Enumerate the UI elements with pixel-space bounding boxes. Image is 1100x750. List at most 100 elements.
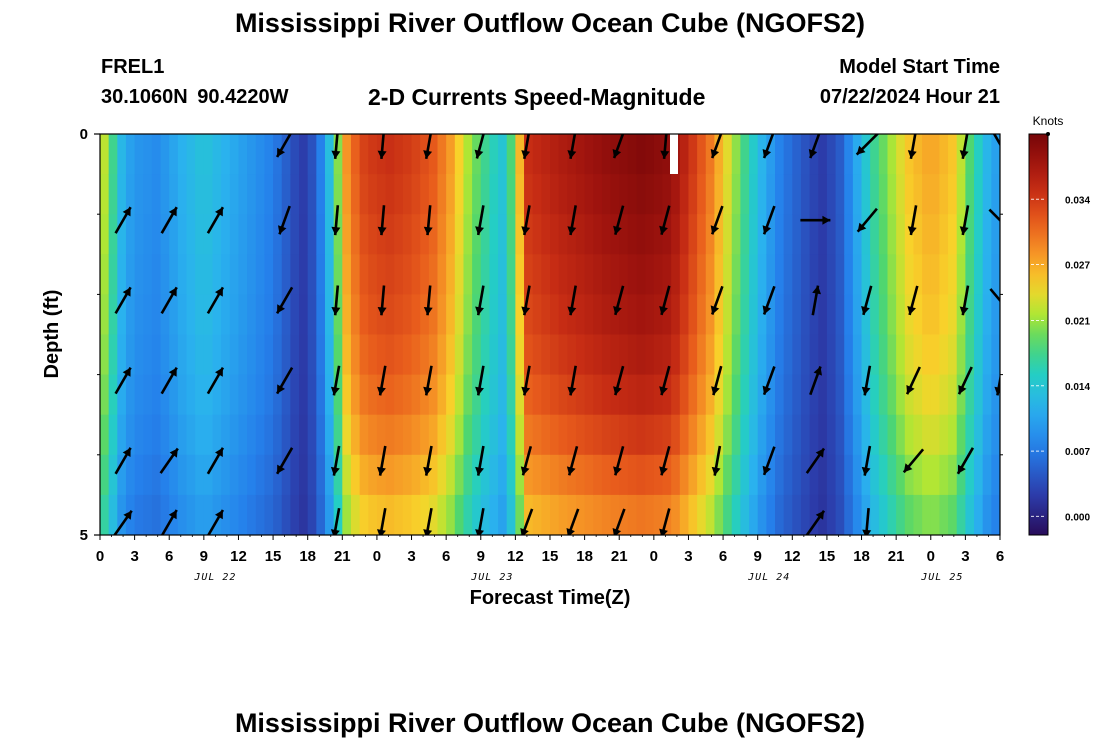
heatmap-cell xyxy=(965,214,975,255)
heatmap-cell xyxy=(653,494,664,535)
heatmap-cell xyxy=(489,494,499,535)
current-vector xyxy=(330,365,341,396)
heatmap-cell xyxy=(454,374,465,416)
heatmap-cell xyxy=(878,254,889,295)
heatmap-cell xyxy=(411,494,421,535)
colorbar xyxy=(1028,133,1049,536)
heatmap-cell xyxy=(991,174,1000,215)
heatmap-cell xyxy=(913,494,923,535)
heatmap-cell xyxy=(783,494,793,535)
current-vector xyxy=(762,285,776,315)
heatmap-cell xyxy=(532,494,542,535)
heatmap-cell xyxy=(731,294,741,336)
heatmap-cell xyxy=(160,454,170,496)
heatmap-cell xyxy=(645,214,655,255)
heatmap-cell xyxy=(299,454,309,496)
heatmap-cell xyxy=(359,254,369,295)
heatmap-cell xyxy=(212,334,222,376)
heatmap-cell xyxy=(619,294,629,336)
heatmap-cell xyxy=(108,294,118,336)
heatmap-cell xyxy=(896,294,906,336)
heatmap-cell xyxy=(965,494,975,535)
heatmap-cell xyxy=(100,334,110,376)
heatmap-cell xyxy=(956,254,966,295)
x-tick-label: 9 xyxy=(477,548,485,565)
heatmap-cell xyxy=(800,214,811,255)
heatmap-cell xyxy=(411,174,421,215)
x-tick-label: 15 xyxy=(819,548,836,565)
heatmap-cell xyxy=(177,134,188,175)
heatmap-cell xyxy=(472,334,482,376)
colorbar-tick-label: 0.000 xyxy=(1065,512,1090,523)
heatmap-cell xyxy=(982,374,992,416)
heatmap-cell xyxy=(100,494,110,535)
heatmap-cell xyxy=(645,334,655,376)
heatmap-cell xyxy=(368,134,378,175)
heatmap-cell xyxy=(844,294,854,336)
heatmap-cell xyxy=(567,214,577,255)
heatmap-cell xyxy=(255,454,266,496)
heatmap-cell xyxy=(619,174,629,215)
chart-title: Mississippi River Outflow Ocean Cube (NG… xyxy=(234,8,866,38)
heatmap-cell xyxy=(446,294,456,336)
heatmap-cell xyxy=(948,334,958,376)
heatmap-cell xyxy=(385,174,395,215)
heatmap-cell xyxy=(437,374,447,416)
heatmap-cell xyxy=(195,174,205,215)
heatmap-cell xyxy=(316,494,326,535)
heatmap-cell xyxy=(653,134,664,175)
heatmap-cell xyxy=(688,174,698,215)
x-tick-label: 18 xyxy=(576,548,593,565)
heatmap-cell xyxy=(697,494,707,535)
heatmap-cell xyxy=(662,414,672,456)
heatmap-cell xyxy=(463,414,473,456)
heatmap-cell xyxy=(281,134,291,175)
heatmap-cell xyxy=(143,334,153,376)
current-vector xyxy=(113,509,133,535)
heatmap-cell xyxy=(264,414,274,456)
heatmap-cell xyxy=(472,494,482,535)
heatmap-cell xyxy=(870,174,880,215)
heatmap-cell xyxy=(705,214,716,255)
current-vector xyxy=(520,508,534,535)
current-vector xyxy=(861,365,872,396)
heatmap-cell xyxy=(757,134,767,175)
chart-subtitle: 2-D Currents Speed-Magnitude xyxy=(368,84,706,110)
heatmap-cell xyxy=(679,454,690,496)
current-vector xyxy=(377,445,387,476)
heatmap-cell xyxy=(688,254,698,295)
heatmap-cell xyxy=(593,414,603,456)
heatmap-cell xyxy=(991,414,1000,456)
heatmap-cell xyxy=(195,374,205,416)
heatmap-cell xyxy=(671,254,681,295)
current-vector xyxy=(800,215,831,225)
heatmap-cell xyxy=(818,174,828,215)
heatmap-cell xyxy=(402,294,413,336)
heatmap-cell xyxy=(974,374,984,416)
heatmap-cell xyxy=(818,254,828,295)
heatmap-cell xyxy=(653,374,664,416)
heatmap-cell xyxy=(264,374,274,416)
heatmap-cell xyxy=(247,174,257,215)
heatmap-cell xyxy=(974,134,984,175)
heatmap-cell xyxy=(982,254,992,295)
heatmap-cell xyxy=(342,414,352,456)
heatmap-cell xyxy=(766,294,776,336)
heatmap-cell xyxy=(887,494,897,535)
heatmap-cell xyxy=(679,134,690,175)
heatmap-cell xyxy=(515,334,525,376)
heatmap-cell xyxy=(100,254,110,295)
heatmap-cell xyxy=(160,334,170,376)
heatmap-cell xyxy=(342,494,352,535)
heatmap-cell xyxy=(359,214,369,255)
heatmap-cell xyxy=(671,214,681,255)
heatmap-cell xyxy=(498,174,508,215)
heatmap-cell xyxy=(939,334,949,376)
heatmap-cell xyxy=(498,494,508,535)
x-tick-label: 21 xyxy=(334,548,351,565)
heatmap-cell xyxy=(653,254,664,295)
heatmap-cell xyxy=(826,374,837,416)
heatmap-cell xyxy=(281,454,291,496)
heatmap-cell xyxy=(870,494,880,535)
